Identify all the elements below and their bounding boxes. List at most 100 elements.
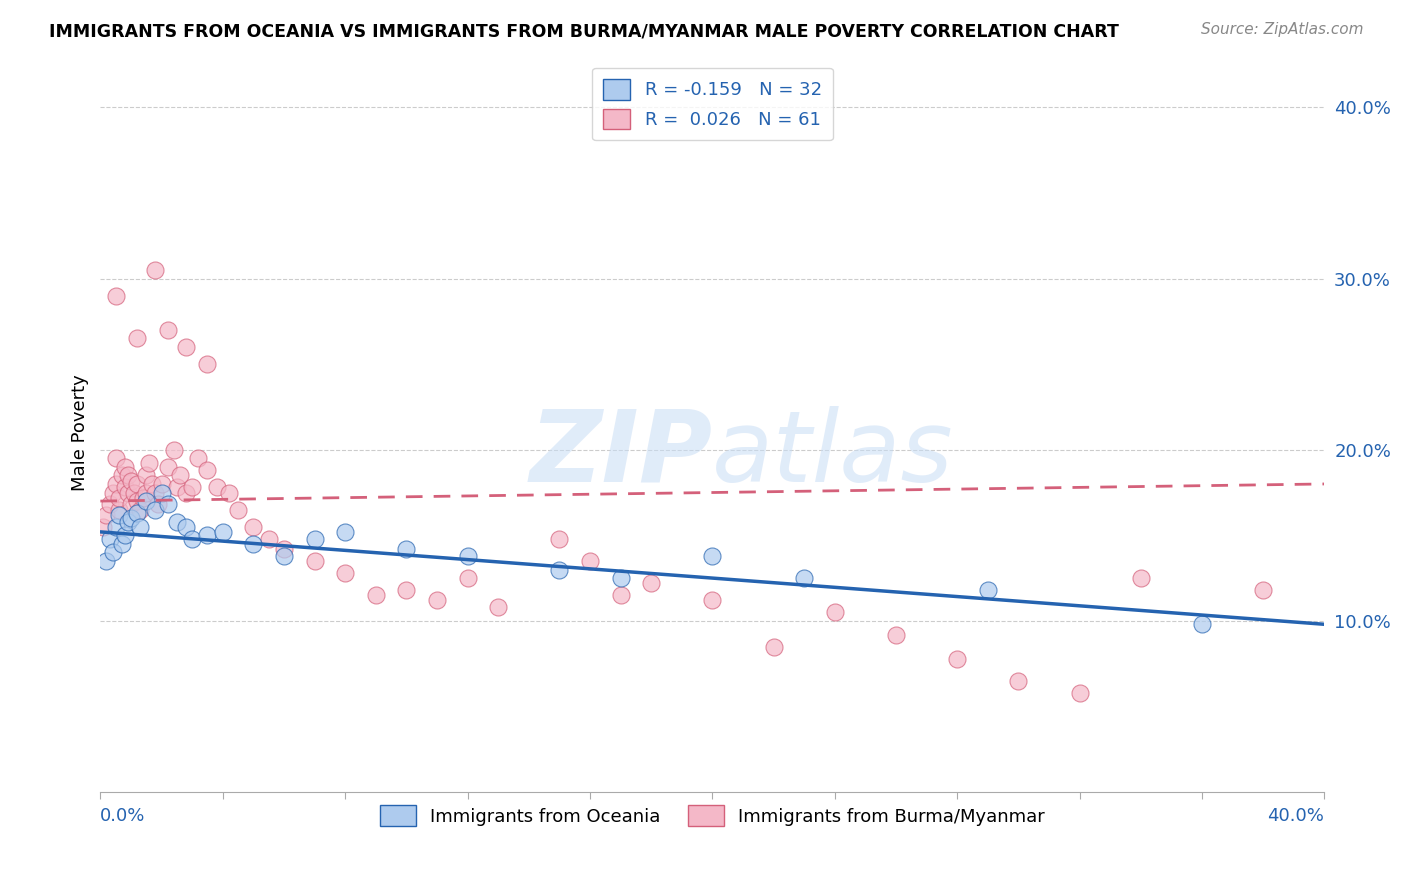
Point bbox=[364, 588, 387, 602]
Point bbox=[125, 506, 148, 520]
Point bbox=[174, 485, 197, 500]
Point bbox=[242, 520, 264, 534]
Point bbox=[96, 554, 118, 568]
Point bbox=[197, 357, 219, 371]
Point bbox=[145, 263, 167, 277]
Point bbox=[304, 554, 326, 568]
Point bbox=[166, 480, 188, 494]
Point bbox=[205, 480, 228, 494]
Point bbox=[187, 451, 209, 466]
Point bbox=[111, 468, 134, 483]
Legend: R = -0.159   N = 32, R =  0.026   N = 61: R = -0.159 N = 32, R = 0.026 N = 61 bbox=[592, 68, 832, 140]
Point bbox=[1069, 686, 1091, 700]
Point bbox=[1191, 617, 1213, 632]
Point bbox=[120, 474, 142, 488]
Point bbox=[114, 528, 136, 542]
Point bbox=[304, 532, 326, 546]
Point bbox=[150, 485, 173, 500]
Point bbox=[163, 442, 186, 457]
Point bbox=[609, 588, 631, 602]
Point bbox=[273, 549, 295, 563]
Point bbox=[548, 562, 571, 576]
Point bbox=[169, 468, 191, 483]
Point bbox=[395, 583, 418, 598]
Point bbox=[762, 640, 785, 654]
Point bbox=[793, 571, 815, 585]
Point bbox=[1007, 673, 1029, 688]
Point bbox=[141, 477, 163, 491]
Point bbox=[257, 532, 280, 546]
Point bbox=[977, 583, 1000, 598]
Point bbox=[93, 520, 115, 534]
Point bbox=[101, 545, 124, 559]
Point bbox=[333, 524, 356, 539]
Point bbox=[156, 459, 179, 474]
Point bbox=[117, 515, 139, 529]
Point bbox=[181, 480, 204, 494]
Point bbox=[579, 554, 602, 568]
Text: IMMIGRANTS FROM OCEANIA VS IMMIGRANTS FROM BURMA/MYANMAR MALE POVERTY CORRELATIO: IMMIGRANTS FROM OCEANIA VS IMMIGRANTS FR… bbox=[49, 22, 1119, 40]
Point bbox=[132, 491, 155, 505]
Point bbox=[197, 463, 219, 477]
Point bbox=[122, 485, 145, 500]
Point bbox=[702, 549, 724, 563]
Point bbox=[226, 502, 249, 516]
Text: atlas: atlas bbox=[713, 406, 955, 503]
Point bbox=[884, 627, 907, 641]
Point bbox=[114, 480, 136, 494]
Point bbox=[1251, 583, 1274, 598]
Point bbox=[107, 508, 129, 522]
Point bbox=[117, 485, 139, 500]
Point bbox=[114, 459, 136, 474]
Text: 40.0%: 40.0% bbox=[1268, 806, 1324, 825]
Point bbox=[104, 451, 127, 466]
Point bbox=[104, 520, 127, 534]
Point bbox=[111, 537, 134, 551]
Text: 0.0%: 0.0% bbox=[100, 806, 146, 825]
Point bbox=[181, 532, 204, 546]
Point bbox=[145, 485, 167, 500]
Y-axis label: Male Poverty: Male Poverty bbox=[72, 375, 89, 491]
Point bbox=[125, 494, 148, 508]
Point bbox=[98, 532, 121, 546]
Point bbox=[156, 498, 179, 512]
Point bbox=[129, 520, 152, 534]
Point bbox=[148, 498, 170, 512]
Point bbox=[486, 600, 509, 615]
Point bbox=[174, 340, 197, 354]
Point bbox=[117, 468, 139, 483]
Point bbox=[129, 502, 152, 516]
Point bbox=[107, 491, 129, 505]
Point bbox=[426, 593, 449, 607]
Point bbox=[197, 528, 219, 542]
Point bbox=[211, 524, 233, 539]
Point bbox=[107, 502, 129, 516]
Point bbox=[135, 494, 157, 508]
Point bbox=[548, 532, 571, 546]
Point bbox=[156, 323, 179, 337]
Point bbox=[104, 477, 127, 491]
Point bbox=[101, 485, 124, 500]
Point bbox=[125, 477, 148, 491]
Point bbox=[135, 468, 157, 483]
Point bbox=[150, 477, 173, 491]
Point bbox=[824, 605, 846, 619]
Text: Source: ZipAtlas.com: Source: ZipAtlas.com bbox=[1201, 22, 1364, 37]
Point bbox=[98, 498, 121, 512]
Point bbox=[120, 511, 142, 525]
Point bbox=[702, 593, 724, 607]
Point bbox=[333, 566, 356, 580]
Point bbox=[166, 515, 188, 529]
Point bbox=[457, 571, 479, 585]
Point bbox=[174, 520, 197, 534]
Point bbox=[218, 485, 240, 500]
Point bbox=[104, 289, 127, 303]
Point bbox=[138, 457, 160, 471]
Point bbox=[395, 541, 418, 556]
Point bbox=[96, 508, 118, 522]
Point bbox=[242, 537, 264, 551]
Point bbox=[120, 498, 142, 512]
Text: ZIP: ZIP bbox=[530, 406, 713, 503]
Point bbox=[145, 502, 167, 516]
Point bbox=[640, 576, 662, 591]
